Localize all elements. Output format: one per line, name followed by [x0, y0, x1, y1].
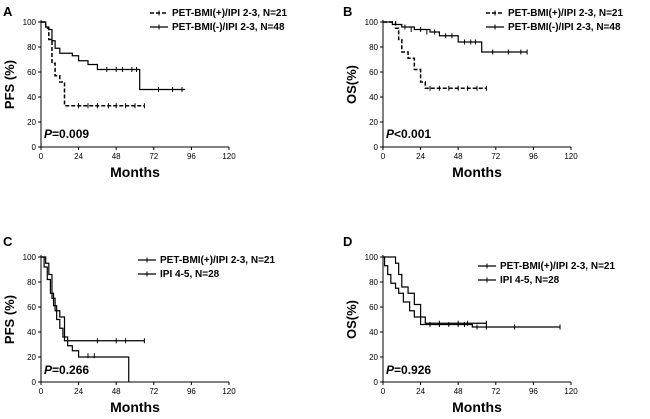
x-tick-label: 24: [416, 152, 425, 161]
x-tick-label: 72: [149, 152, 158, 161]
x-axis-label: Months: [452, 399, 502, 415]
legend-label: IPI 4-5, N=28: [160, 269, 220, 280]
y-axis-label: PFS (%): [2, 60, 17, 109]
legend-label: PET-BMI(-)/IPI 2-3, N=48: [172, 22, 285, 33]
y-tick-label: 80: [27, 278, 36, 287]
y-tick-label: 20: [369, 353, 378, 362]
x-tick-label: 48: [112, 152, 121, 161]
y-tick-label: 20: [369, 118, 378, 127]
y-tick-label: 100: [23, 253, 37, 262]
y-tick-label: 80: [369, 278, 378, 287]
panel-letter: B: [343, 4, 352, 19]
y-tick-label: 0: [32, 143, 37, 152]
legend-label: PET-BMI(-)/IPI 2-3, N=48: [508, 22, 621, 33]
y-tick-label: 80: [369, 43, 378, 52]
y-tick-label: 0: [32, 378, 37, 387]
y-tick-label: 80: [27, 43, 36, 52]
x-tick-label: 96: [529, 152, 538, 161]
y-tick-label: 0: [374, 143, 379, 152]
panel-letter: C: [3, 234, 13, 249]
x-tick-label: 120: [222, 387, 236, 396]
km-curve-series-1: [41, 256, 145, 342]
x-tick-label: 72: [149, 387, 158, 396]
y-tick-label: 60: [369, 303, 378, 312]
panel-d: D 0 20 40 60 80 100 0 24 48 72 96 120 Months OS(%) P=0.…: [343, 234, 615, 415]
legend-label: PET-BMI(+)/IPI 2-3, N=21: [508, 8, 623, 19]
x-tick-label: 24: [74, 152, 83, 161]
legend-label: IPI 4-5, N=28: [500, 275, 560, 286]
panel-letter: D: [343, 234, 352, 249]
y-axis-label: OS(%): [344, 300, 359, 339]
y-tick-label: 60: [27, 68, 36, 77]
legend-label: PET-BMI(+)/IPI 2-3, N=21: [500, 261, 615, 272]
p-value: P<0.001: [386, 127, 431, 141]
panel-b: B 0 20 40 60 80 100 0 24 48 72 96 120 Months OS(%) P<0.…: [343, 4, 623, 180]
x-tick-label: 120: [222, 152, 236, 161]
x-tick-label: 0: [381, 387, 386, 396]
legend-label: PET-BMI(+)/IPI 2-3, N=21: [160, 255, 275, 266]
panel-letter: A: [3, 4, 13, 19]
y-tick-label: 40: [27, 93, 36, 102]
km-curve-series-1: [383, 21, 487, 89]
y-tick-label: 100: [365, 18, 379, 27]
x-tick-label: 24: [74, 387, 83, 396]
legend-label: PET-BMI(+)/IPI 2-3, N=21: [172, 8, 287, 19]
panel-c: C 0 20 40 60 80 100 0 24 48 72 96 120 Months PFS (%) P=…: [2, 234, 275, 415]
y-axis-label: OS(%): [344, 65, 359, 104]
x-tick-label: 120: [564, 387, 578, 396]
y-tick-label: 100: [23, 18, 37, 27]
x-tick-label: 120: [564, 152, 578, 161]
y-tick-label: 60: [27, 303, 36, 312]
y-tick-label: 40: [369, 93, 378, 102]
x-tick-label: 24: [416, 387, 425, 396]
km-curve-series-1: [41, 21, 145, 107]
panel-a: A 0 20 40 60 80 100 0 24 48 72 96 120 Months PFS (%) P=…: [2, 4, 287, 180]
x-tick-label: 96: [187, 152, 196, 161]
x-tick-label: 96: [529, 387, 538, 396]
p-value: P=0.266: [44, 363, 89, 377]
p-value: P=0.009: [44, 127, 89, 141]
x-tick-label: 96: [187, 387, 196, 396]
x-tick-label: 0: [39, 387, 44, 396]
y-tick-label: 60: [369, 68, 378, 77]
km-curve-series-2: [383, 256, 561, 328]
x-axis-label: Months: [110, 399, 160, 415]
x-tick-label: 48: [454, 152, 463, 161]
x-tick-label: 48: [454, 387, 463, 396]
x-tick-label: 0: [381, 152, 386, 161]
y-tick-label: 0: [374, 378, 379, 387]
km-curve-series-2: [41, 256, 130, 382]
km-curve-series-2: [383, 21, 528, 53]
x-tick-label: 48: [112, 387, 121, 396]
y-tick-label: 20: [27, 353, 36, 362]
y-axis-label: PFS (%): [2, 295, 17, 344]
x-axis-label: Months: [110, 164, 160, 180]
x-tick-label: 0: [39, 152, 44, 161]
x-tick-label: 72: [491, 387, 500, 396]
y-tick-label: 20: [27, 118, 36, 127]
x-tick-label: 72: [491, 152, 500, 161]
km-curve-series-2: [41, 21, 186, 91]
p-value: P=0.926: [386, 363, 431, 377]
y-tick-label: 40: [27, 328, 36, 337]
y-tick-label: 40: [369, 328, 378, 337]
km-curve-series-1: [383, 256, 487, 324]
y-tick-label: 100: [365, 253, 379, 262]
x-axis-label: Months: [452, 164, 502, 180]
